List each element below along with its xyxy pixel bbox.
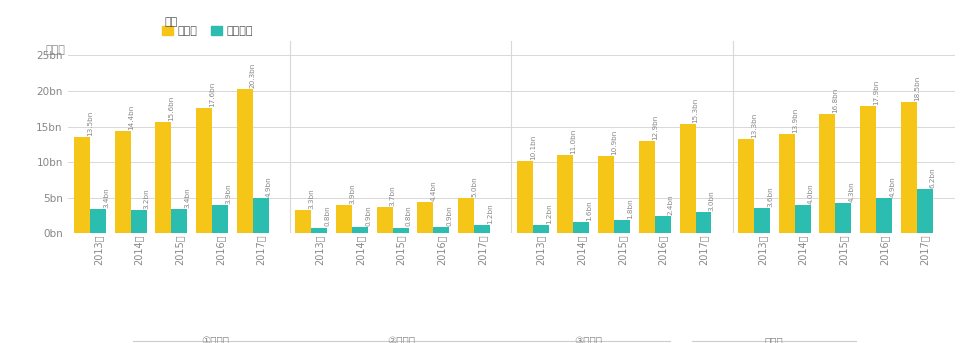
- Text: 1.6bn: 1.6bn: [587, 200, 593, 221]
- Bar: [418, 202, 433, 233]
- Text: 4.3bn: 4.3bn: [848, 181, 854, 202]
- Bar: [614, 221, 630, 233]
- Text: 11.0bn: 11.0bn: [570, 129, 576, 154]
- Text: （円）: （円）: [45, 45, 65, 55]
- Text: 3.9bn: 3.9bn: [225, 184, 231, 204]
- Text: 0.9bn: 0.9bn: [365, 205, 372, 226]
- Bar: [779, 134, 795, 233]
- Bar: [679, 125, 696, 233]
- Text: 5.0bn: 5.0bn: [471, 176, 477, 197]
- Bar: [253, 198, 269, 233]
- Text: 3.3bn: 3.3bn: [309, 188, 315, 209]
- Bar: [155, 122, 172, 233]
- Text: 4.0bn: 4.0bn: [808, 183, 813, 204]
- Bar: [901, 102, 917, 233]
- Text: 0.8bn: 0.8bn: [405, 206, 412, 226]
- Text: 1.8bn: 1.8bn: [627, 199, 633, 220]
- Bar: [336, 205, 352, 233]
- Text: 1.2bn: 1.2bn: [546, 203, 552, 224]
- Bar: [917, 189, 933, 233]
- Bar: [860, 106, 876, 233]
- Text: ①東京圏: ①東京圏: [201, 336, 229, 343]
- Bar: [312, 227, 327, 233]
- Bar: [795, 205, 811, 233]
- Bar: [598, 156, 614, 233]
- Bar: [876, 198, 893, 233]
- Text: 13.9bn: 13.9bn: [792, 108, 798, 133]
- Bar: [655, 216, 671, 233]
- Bar: [474, 225, 490, 233]
- Bar: [352, 227, 368, 233]
- Text: 15.3bn: 15.3bn: [693, 98, 699, 123]
- Bar: [836, 203, 851, 233]
- Bar: [236, 89, 253, 233]
- Bar: [172, 209, 187, 233]
- Bar: [696, 212, 711, 233]
- Text: 1.2bn: 1.2bn: [487, 203, 493, 224]
- Bar: [433, 227, 450, 233]
- Text: 16.8bn: 16.8bn: [833, 87, 839, 113]
- Text: 3.4bn: 3.4bn: [184, 187, 190, 208]
- Legend: 大企業, 中小企業: 大企業, 中小企業: [157, 22, 257, 41]
- Bar: [130, 211, 147, 233]
- Text: 4.9bn: 4.9bn: [265, 177, 272, 197]
- Bar: [558, 155, 573, 233]
- Text: 6.2bn: 6.2bn: [930, 167, 936, 188]
- Bar: [754, 208, 770, 233]
- Bar: [90, 209, 106, 233]
- Text: 15.6bn: 15.6bn: [169, 96, 175, 121]
- Text: 0.8bn: 0.8bn: [324, 206, 330, 226]
- Bar: [458, 198, 474, 233]
- Text: 3.4bn: 3.4bn: [103, 187, 109, 208]
- Text: 12.9bn: 12.9bn: [651, 115, 658, 140]
- Bar: [533, 225, 549, 233]
- Text: 地方圏: 地方圏: [765, 336, 784, 343]
- Bar: [517, 162, 533, 233]
- Bar: [376, 207, 393, 233]
- Text: 4.4bn: 4.4bn: [430, 180, 436, 201]
- Text: 13.5bn: 13.5bn: [87, 111, 93, 136]
- Bar: [819, 114, 836, 233]
- Text: 17.9bn: 17.9bn: [873, 80, 879, 105]
- Bar: [196, 108, 212, 233]
- Bar: [74, 137, 90, 233]
- Text: ③関西圏: ③関西圏: [574, 336, 602, 343]
- Text: 3.2bn: 3.2bn: [144, 189, 150, 210]
- Bar: [639, 141, 655, 233]
- Bar: [738, 139, 754, 233]
- Bar: [115, 131, 130, 233]
- Bar: [295, 210, 312, 233]
- Text: 4.9bn: 4.9bn: [889, 177, 896, 197]
- Bar: [212, 205, 228, 233]
- Text: 13.3bn: 13.3bn: [751, 112, 758, 138]
- Text: 0.9bn: 0.9bn: [447, 205, 453, 226]
- Text: 3.7bn: 3.7bn: [390, 185, 396, 206]
- Text: 20.3bn: 20.3bn: [250, 62, 256, 88]
- Text: ②中京圏: ②中京圏: [387, 336, 415, 343]
- Text: 10.1bn: 10.1bn: [530, 135, 536, 160]
- Text: 3.0bn: 3.0bn: [708, 190, 714, 211]
- Bar: [573, 222, 590, 233]
- Text: 18.5bn: 18.5bn: [914, 75, 920, 100]
- Text: 凡例: 凡例: [164, 17, 178, 27]
- Bar: [393, 227, 409, 233]
- Text: 14.4bn: 14.4bn: [127, 105, 134, 130]
- Text: 2.4bn: 2.4bn: [668, 194, 674, 215]
- Text: 3.9bn: 3.9bn: [349, 184, 355, 204]
- Text: 10.9bn: 10.9bn: [611, 129, 618, 155]
- Text: 3.6bn: 3.6bn: [767, 186, 773, 206]
- Text: 17.6bn: 17.6bn: [209, 82, 215, 107]
